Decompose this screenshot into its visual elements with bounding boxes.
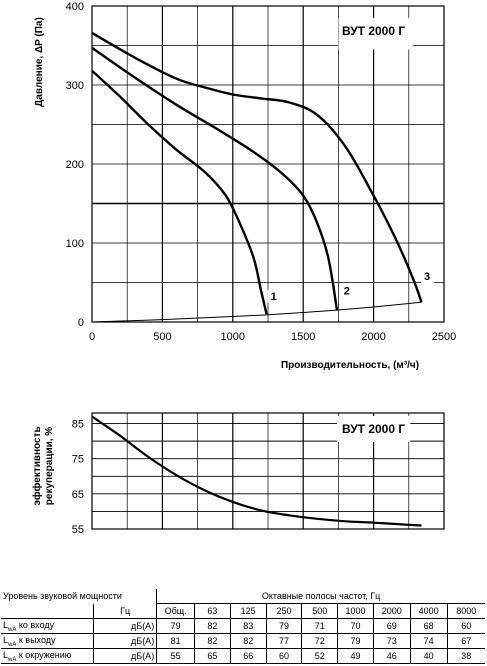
row-label: LwA к окружению <box>1 648 95 664</box>
table-cell: 55 <box>156 648 196 664</box>
table-row: LwA к выходу дБ(А) 81 82 82 77 72 79 73 74 67 <box>1 633 485 649</box>
table-band-header: 1000 <box>337 603 374 619</box>
table-header-unit: Гц <box>93 603 158 619</box>
title-background <box>336 416 411 442</box>
row-unit: дБ(А) <box>93 618 158 634</box>
y-tick-label: 300 <box>66 80 84 92</box>
table-cell: 73 <box>373 633 411 649</box>
table-cell: 65 <box>194 648 231 664</box>
curve-label-background <box>340 284 354 298</box>
table-cell: 82 <box>194 633 231 649</box>
curve-label: 2 <box>344 285 350 297</box>
x-tick-label: 1000 <box>221 331 245 343</box>
table-cell: 82 <box>194 618 231 634</box>
table-cell: 66 <box>230 648 267 664</box>
table-cell: 38 <box>447 648 485 664</box>
chart-title: ВУТ 2000 Г <box>342 24 405 38</box>
table-header-title: Уровень звуковой мощности <box>1 589 158 604</box>
table-band-header: 250 <box>266 603 303 619</box>
curve-label: 3 <box>424 271 430 283</box>
plot-frame <box>91 5 445 323</box>
sound-power-table: Уровень звуковой мощности Октавные полос… <box>1 589 485 664</box>
table-cell: 72 <box>301 633 339 649</box>
table-band-header: 2000 <box>373 603 411 619</box>
y-axis-label: эффективностьрекуперации, % <box>31 426 55 505</box>
table-cell: 68 <box>410 618 448 634</box>
y-axis-label: Давление, ΔP (Па) <box>34 17 45 107</box>
x-tick-label: 2500 <box>432 331 456 343</box>
title-background <box>338 17 413 50</box>
y-axis-label-line: рекуперации, % <box>44 427 55 506</box>
y-tick-label: 55 <box>72 524 84 536</box>
x-tick-label: 2000 <box>361 331 385 343</box>
y-axis-label-line: эффективность <box>31 426 43 505</box>
table-cell: 60 <box>266 648 303 664</box>
row-label: LwA ко входу <box>1 618 95 634</box>
x-tick-label: 500 <box>153 331 171 343</box>
y-tick-label: 85 <box>72 419 84 431</box>
row-unit: дБ(А) <box>93 648 158 664</box>
x-axis-label: Производительность, (м³/ч) <box>281 360 419 371</box>
pressure-chart: ВУТ 2000 Г 0 500 1000 1500 2000 2500 0 100 200 300… <box>34 1 456 371</box>
table-cell: 69 <box>373 618 411 634</box>
y-tick-label: 65 <box>72 489 84 501</box>
table-cell: 40 <box>410 648 448 664</box>
x-tick-label: 0 <box>89 331 95 343</box>
table-cell: 79 <box>156 618 196 634</box>
table-cell: 83 <box>230 618 267 634</box>
table-band-header: Общ. <box>156 603 196 619</box>
table-cell: 49 <box>337 648 374 664</box>
curve-label-background <box>267 289 281 303</box>
table-cell: 70 <box>337 618 374 634</box>
table-band-header: 500 <box>301 603 339 619</box>
row-label: LwA к выходу <box>1 633 95 649</box>
table-band-header: 8000 <box>447 603 485 619</box>
row-unit: дБ(А) <box>93 633 158 649</box>
plot-frame <box>91 412 445 530</box>
chart-title: ВУТ 2000 Г <box>342 422 405 436</box>
table-band-header: 63 <box>194 603 231 619</box>
table-row: LwA ко входу дБ(А) 79 82 83 79 71 70 69 68 60 <box>1 618 485 634</box>
table-cell: 46 <box>373 648 411 664</box>
table-header-bands: Октавные полосы частот, Гц <box>156 589 485 604</box>
y-tick-label: 100 <box>66 238 84 250</box>
y-tick-label: 200 <box>66 159 84 171</box>
system-curve <box>91 301 422 323</box>
table-cell: 60 <box>447 618 485 634</box>
curve-label-background <box>421 270 435 284</box>
table-header-empty <box>1 603 95 619</box>
table-cell: 81 <box>156 633 196 649</box>
x-tick-label: 1500 <box>291 331 315 343</box>
fan-curve-3 <box>91 31 423 303</box>
table-cell: 67 <box>447 633 485 649</box>
curve-label: 1 <box>271 291 277 303</box>
efficiency-curve <box>91 415 422 527</box>
y-tick-label: 75 <box>72 454 84 466</box>
table-cell: 82 <box>230 633 267 649</box>
table-cell: 79 <box>337 633 374 649</box>
table-cell: 71 <box>301 618 339 634</box>
fan-curve-2 <box>91 46 339 311</box>
table-cell: 74 <box>410 633 448 649</box>
table-cell: 52 <box>301 648 339 664</box>
efficiency-chart: ВУТ 2000 Г 55 65 75 85 эффективностьрекуперац… <box>31 412 445 536</box>
table-cell: 79 <box>266 618 303 634</box>
table-band-header: 4000 <box>410 603 448 619</box>
fan-curve-1 <box>91 69 268 315</box>
table-row: LwA к окружению дБ(А) 55 65 66 60 52 49 46 40 38 <box>1 648 485 664</box>
y-tick-label: 0 <box>78 317 84 329</box>
y-tick-label: 400 <box>66 1 84 13</box>
table-cell: 77 <box>266 633 303 649</box>
table-band-header: 125 <box>230 603 267 619</box>
